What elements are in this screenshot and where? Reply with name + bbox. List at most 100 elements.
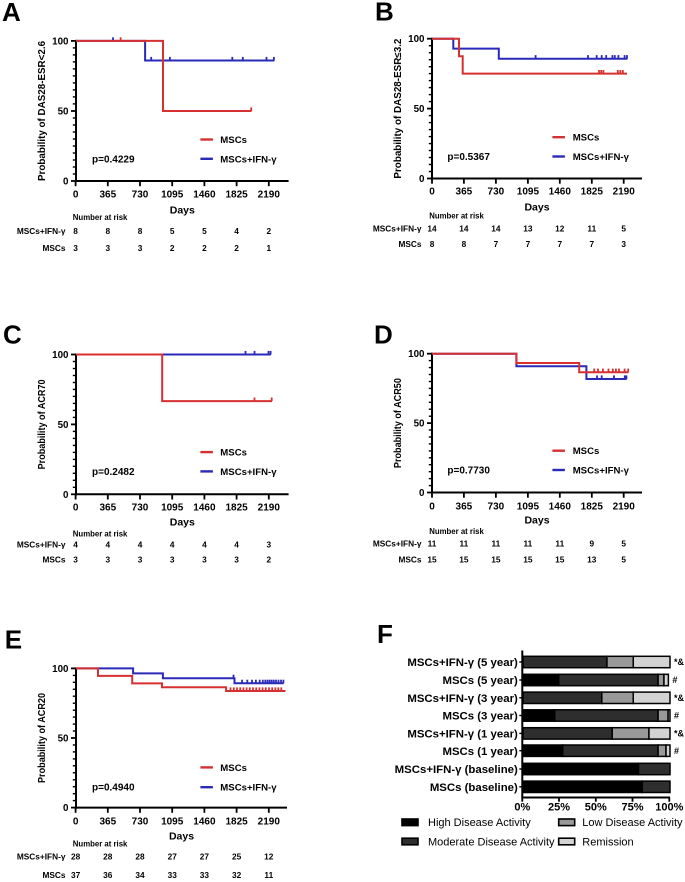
- svg-text:2: 2: [170, 243, 175, 253]
- svg-text:1825: 1825: [225, 189, 248, 200]
- svg-text:MSCs (1 year): MSCs (1 year): [442, 746, 518, 758]
- svg-text:11: 11: [264, 870, 273, 880]
- svg-text:2190: 2190: [258, 189, 281, 200]
- svg-text:0: 0: [73, 503, 79, 514]
- svg-text:1825: 1825: [225, 816, 248, 827]
- svg-text:MSCs+IFN-γ (baseline): MSCs+IFN-γ (baseline): [395, 764, 518, 776]
- svg-text:1460: 1460: [549, 187, 572, 198]
- svg-text:MSCs+IFN-γ: MSCs+IFN-γ: [573, 466, 630, 477]
- svg-text:MSCs: MSCs: [42, 555, 65, 565]
- svg-text:0: 0: [63, 177, 69, 188]
- svg-text:3: 3: [105, 555, 110, 565]
- svg-text:3: 3: [202, 555, 207, 565]
- svg-text:730: 730: [132, 503, 149, 514]
- svg-text:8: 8: [430, 239, 435, 249]
- svg-text:15: 15: [555, 554, 565, 564]
- svg-text:27: 27: [200, 852, 210, 862]
- svg-text:Probability of ACR20: Probability of ACR20: [37, 693, 48, 783]
- svg-text:8: 8: [73, 226, 78, 236]
- svg-text:7: 7: [557, 239, 562, 249]
- svg-text:12: 12: [555, 224, 565, 234]
- svg-text:50: 50: [414, 104, 425, 115]
- svg-text:Days: Days: [169, 831, 194, 843]
- svg-text:Number at risk: Number at risk: [429, 211, 484, 220]
- svg-text:5: 5: [170, 226, 175, 236]
- svg-text:365: 365: [99, 816, 116, 827]
- svg-text:3: 3: [138, 555, 143, 565]
- svg-text:Number at risk: Number at risk: [73, 530, 128, 539]
- svg-text:365: 365: [456, 501, 473, 512]
- svg-text:MSCs+IFN-γ: MSCs+IFN-γ: [17, 540, 66, 550]
- svg-text:Number at risk: Number at risk: [73, 839, 128, 848]
- svg-text:4: 4: [234, 226, 239, 236]
- svg-text:2: 2: [266, 226, 271, 236]
- svg-text:2: 2: [234, 243, 239, 253]
- svg-text:27: 27: [168, 852, 178, 862]
- svg-text:25: 25: [232, 852, 242, 862]
- svg-text:0: 0: [419, 174, 425, 185]
- svg-text:11: 11: [555, 539, 564, 549]
- svg-text:A: A: [2, 0, 21, 27]
- svg-text:3: 3: [266, 540, 271, 550]
- svg-text:1825: 1825: [225, 503, 248, 514]
- svg-text:MSCs: MSCs: [220, 763, 247, 774]
- svg-text:8: 8: [138, 226, 143, 236]
- svg-text:p=0.7730: p=0.7730: [447, 466, 490, 477]
- svg-text:0: 0: [63, 803, 69, 814]
- svg-text:5: 5: [621, 539, 626, 549]
- svg-text:MSCs: MSCs: [573, 446, 600, 457]
- svg-text:37: 37: [71, 870, 81, 880]
- svg-text:365: 365: [456, 187, 473, 198]
- svg-text:1460: 1460: [193, 189, 216, 200]
- svg-text:MSCs+IFN-γ: MSCs+IFN-γ: [220, 783, 277, 794]
- svg-text:28: 28: [135, 852, 145, 862]
- svg-text:730: 730: [488, 187, 505, 198]
- svg-text:3: 3: [105, 243, 110, 253]
- svg-text:2: 2: [202, 243, 207, 253]
- svg-text:2190: 2190: [613, 501, 636, 512]
- svg-text:100: 100: [408, 34, 425, 45]
- svg-text:11: 11: [428, 539, 437, 549]
- svg-text:*&: *&: [674, 693, 685, 703]
- svg-text:MSCs+IFN-γ (5 year): MSCs+IFN-γ (5 year): [407, 657, 518, 669]
- svg-text:3: 3: [170, 555, 175, 565]
- svg-text:3: 3: [234, 555, 239, 565]
- svg-text:14: 14: [491, 224, 501, 234]
- svg-text:MSCs+IFN-γ: MSCs+IFN-γ: [373, 539, 422, 549]
- svg-text:Number at risk: Number at risk: [73, 213, 128, 222]
- svg-text:Probability of DAS28-ESR<2.6: Probability of DAS28-ESR<2.6: [37, 41, 48, 181]
- svg-text:Days: Days: [524, 202, 549, 214]
- svg-text:14: 14: [459, 224, 469, 234]
- svg-text:MSCs (baseline): MSCs (baseline): [430, 782, 518, 794]
- svg-text:1095: 1095: [161, 189, 184, 200]
- svg-text:*&: *&: [674, 729, 685, 739]
- svg-text:MSCs: MSCs: [573, 133, 600, 144]
- svg-text:365: 365: [99, 189, 116, 200]
- svg-text:4: 4: [105, 540, 110, 550]
- svg-text:50%: 50%: [585, 802, 607, 814]
- svg-text:15: 15: [523, 554, 533, 564]
- svg-text:1095: 1095: [161, 503, 184, 514]
- svg-text:0: 0: [73, 189, 79, 200]
- svg-text:3: 3: [73, 555, 78, 565]
- svg-text:100: 100: [52, 36, 69, 47]
- svg-text:D: D: [374, 320, 393, 350]
- svg-text:2: 2: [266, 555, 271, 565]
- svg-text:11: 11: [587, 224, 596, 234]
- svg-text:50: 50: [58, 420, 69, 431]
- svg-text:B: B: [375, 0, 394, 27]
- svg-text:15: 15: [427, 554, 437, 564]
- svg-text:11: 11: [492, 539, 501, 549]
- svg-text:5: 5: [621, 224, 626, 234]
- svg-text:4: 4: [234, 540, 239, 550]
- svg-text:MSCs+IFN-γ (1 year): MSCs+IFN-γ (1 year): [407, 729, 518, 741]
- svg-text:7: 7: [589, 239, 594, 249]
- svg-text:1825: 1825: [581, 501, 604, 512]
- svg-text:4: 4: [73, 540, 78, 550]
- svg-text:MSCs (3 year): MSCs (3 year): [442, 711, 518, 723]
- svg-text:100%: 100%: [655, 802, 683, 814]
- svg-text:MSCs: MSCs: [398, 239, 421, 249]
- svg-text:2190: 2190: [258, 503, 281, 514]
- svg-text:MSCs (5 year): MSCs (5 year): [442, 675, 518, 687]
- svg-text:1095: 1095: [517, 501, 540, 512]
